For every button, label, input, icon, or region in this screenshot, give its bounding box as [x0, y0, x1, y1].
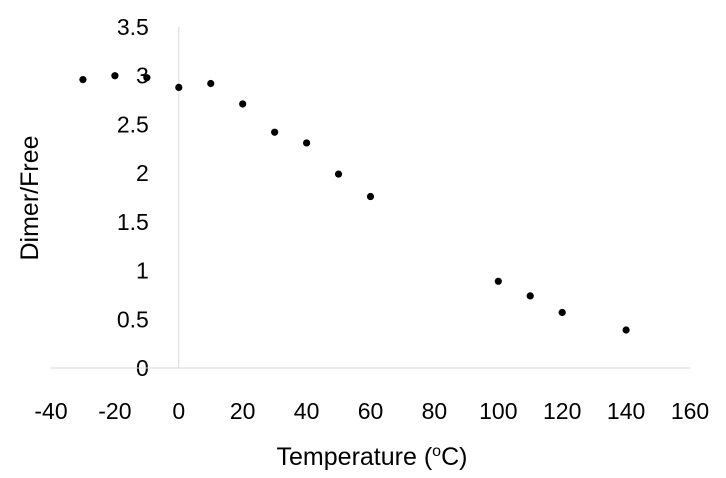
data-point [526, 292, 534, 300]
x-tick-label: 0 [172, 398, 185, 424]
data-point [303, 139, 311, 147]
data-point [271, 128, 279, 136]
x-tick-label: 140 [607, 398, 645, 424]
x-axis-title-before: Temperature ( [277, 443, 433, 471]
data-point [175, 83, 183, 92]
y-tick-labels: 00.511.522.533.5 [117, 14, 149, 381]
data-point [207, 79, 215, 88]
data-points [79, 72, 630, 334]
y-tick-label: 3 [136, 63, 149, 89]
data-point [111, 72, 119, 80]
x-tick-label: -40 [34, 398, 67, 424]
x-tick-label: -20 [98, 398, 131, 424]
y-tick-label: 1.5 [117, 209, 149, 235]
data-point [143, 74, 151, 82]
x-tick-label: 120 [543, 398, 581, 424]
x-tick-label: 80 [422, 398, 448, 424]
data-point [79, 76, 87, 84]
y-tick-label: 0.5 [117, 306, 149, 332]
x-tick-label: 60 [358, 398, 384, 424]
x-axis-title-superscript: o [432, 443, 441, 460]
data-point [494, 277, 502, 285]
x-tick-labels: -40 -20 0 20 40 60 80 100 120 140 160 [34, 398, 709, 424]
x-axis-title: Temperature (oC) [277, 443, 468, 471]
data-point [366, 192, 375, 201]
y-tick-label: 2.5 [117, 111, 149, 137]
x-tick-label: 160 [671, 398, 709, 424]
x-axis-title-after: C) [441, 443, 467, 471]
data-point [334, 170, 343, 178]
y-tick-label: 2 [136, 160, 149, 186]
data-point [558, 308, 566, 317]
y-tick-label: 1 [136, 258, 149, 284]
x-tick-label: 40 [294, 398, 320, 424]
x-tick-label: 100 [479, 398, 517, 424]
x-tick-label: 20 [230, 398, 256, 424]
data-point [239, 100, 247, 108]
y-axis-title: Dimer/Free [16, 135, 44, 260]
data-point [622, 326, 630, 334]
y-tick-label: 3.5 [117, 14, 149, 40]
